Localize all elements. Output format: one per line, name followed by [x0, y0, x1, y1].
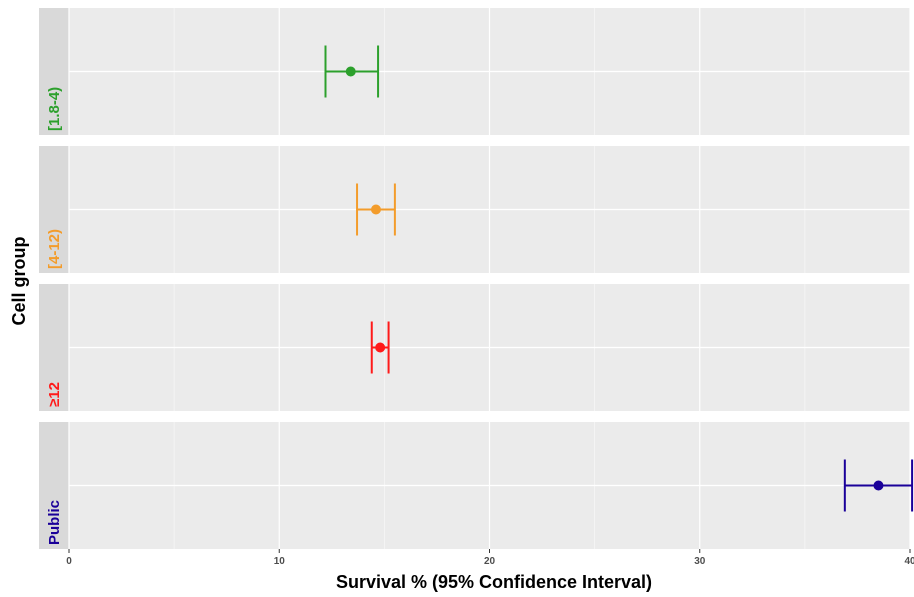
estimate-point [873, 480, 884, 491]
x-tick-label: 0 [66, 556, 72, 567]
facet-strip [39, 146, 69, 273]
x-tick-label: 40 [904, 556, 914, 567]
facet-label: [1.8-4) [46, 87, 63, 131]
x-tick-label: 10 [274, 556, 286, 567]
facet-strip [39, 422, 69, 549]
y-axis-title: Cell group [9, 236, 29, 325]
x-tick-label: 20 [484, 556, 496, 567]
estimate-point [345, 66, 356, 77]
facet-panel: Public [39, 422, 914, 549]
x-axis-title: Survival % (95% Confidence Interval) [336, 572, 652, 592]
estimate-point [370, 204, 381, 215]
facet-panel: [1.8-4) [39, 8, 911, 135]
facet-label: [4-12) [46, 229, 63, 269]
facet-strip [39, 8, 69, 135]
facet-label: ≥12 [46, 382, 63, 407]
facet-panel: [4-12) [39, 146, 911, 273]
facet-label: Public [46, 500, 63, 545]
facet-panels: [1.8-4) [4-12) ≥12 Public [39, 8, 914, 549]
x-tick-label: 30 [694, 556, 706, 567]
facet-panel: ≥12 [39, 284, 911, 411]
facet-strip [39, 284, 69, 411]
x-axis: 0 10 20 30 40 [66, 549, 914, 567]
estimate-point [375, 342, 386, 353]
